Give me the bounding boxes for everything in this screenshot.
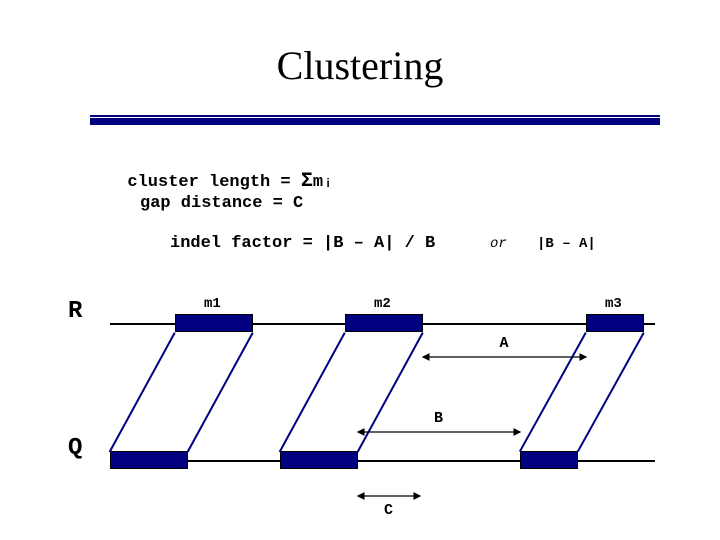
arrow-label-C: C [384, 502, 393, 519]
label-m3: m3 [605, 296, 622, 312]
box-m2 [345, 314, 423, 332]
box-q3 [520, 451, 578, 469]
alignment-line [279, 332, 345, 452]
page-title: Clustering [0, 42, 720, 89]
label-m2: m2 [374, 296, 391, 312]
alignment-line [357, 332, 423, 452]
alignment-line [577, 332, 644, 452]
title-rule-inner [90, 117, 660, 118]
formula-indel-factor: indel factor = |B – A| / B [170, 235, 435, 252]
box-q2 [280, 451, 358, 469]
formula-gap-distance: gap distance = C [140, 195, 303, 212]
label-m1: m1 [204, 296, 221, 312]
arrow-label-B: B [434, 410, 443, 427]
formula-cluster-length: cluster length = Σmᵢ [107, 155, 333, 192]
alignment-line [187, 332, 253, 452]
label-R: R [68, 298, 82, 325]
alignment-line [109, 332, 175, 452]
alignment-line [519, 332, 586, 452]
formula-indel-or: or [490, 237, 507, 251]
label-Q: Q [68, 435, 82, 462]
box-m1 [175, 314, 253, 332]
formula-cluster-length-pre: cluster length = [127, 173, 300, 192]
title-text: Clustering [277, 43, 444, 88]
formula-cluster-length-post: mᵢ [313, 173, 333, 192]
formula-indel-alt: |B – A| [537, 237, 596, 251]
sigma-glyph: Σ [301, 170, 313, 193]
box-m3 [586, 314, 644, 332]
arrow-label-A: A [500, 335, 509, 352]
box-q1 [110, 451, 188, 469]
